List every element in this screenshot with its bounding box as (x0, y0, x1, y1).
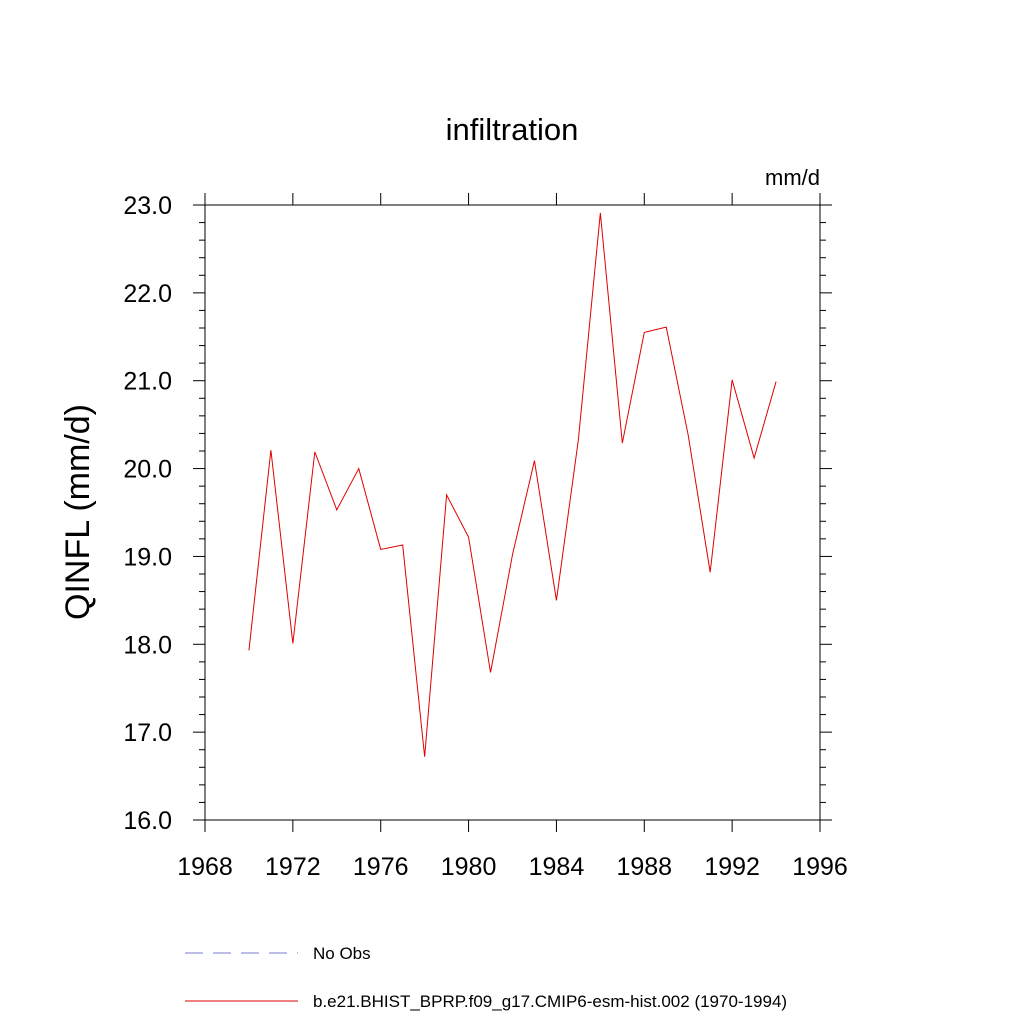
units-label: mm/d (765, 165, 820, 190)
y-axis-label: QINFL (mm/d) (59, 404, 97, 620)
chart-title: infiltration (446, 112, 579, 147)
y-tick-label: 17.0 (123, 719, 172, 747)
legend-label-no-obs: No Obs (313, 944, 371, 963)
x-tick-labels: 1968 1972 1976 1980 1984 1988 1992 1996 (177, 853, 848, 881)
axis-ticks (193, 193, 832, 832)
series-line (248, 212, 777, 757)
x-tick-label: 1976 (353, 853, 409, 881)
x-tick-label: 1972 (265, 853, 321, 881)
x-tick-label: 1988 (616, 853, 672, 881)
plot-frame (204, 204, 821, 821)
legend-label-model: b.e21.BHIST_BPRP.f09_g17.CMIP6-esm-hist.… (313, 992, 787, 1011)
y-tick-label: 16.0 (123, 807, 172, 835)
y-tick-label: 22.0 (123, 280, 172, 308)
x-tick-label: 1992 (704, 853, 760, 881)
legend: No Obs b.e21.BHIST_BPRP.f09_g17.CMIP6-es… (185, 944, 787, 1011)
y-tick-label: 21.0 (123, 368, 172, 396)
y-tick-label: 19.0 (123, 543, 172, 571)
y-tick-label: 23.0 (123, 192, 172, 220)
y-tick-label: 20.0 (123, 456, 172, 484)
x-tick-label: 1984 (529, 853, 585, 881)
x-tick-label: 1968 (177, 853, 233, 881)
x-tick-label: 1980 (441, 853, 497, 881)
x-tick-label: 1996 (792, 853, 848, 881)
y-tick-labels: 16.0 17.0 18.0 19.0 20.0 21.0 22.0 23.0 (123, 192, 172, 835)
y-tick-label: 18.0 (123, 631, 172, 659)
